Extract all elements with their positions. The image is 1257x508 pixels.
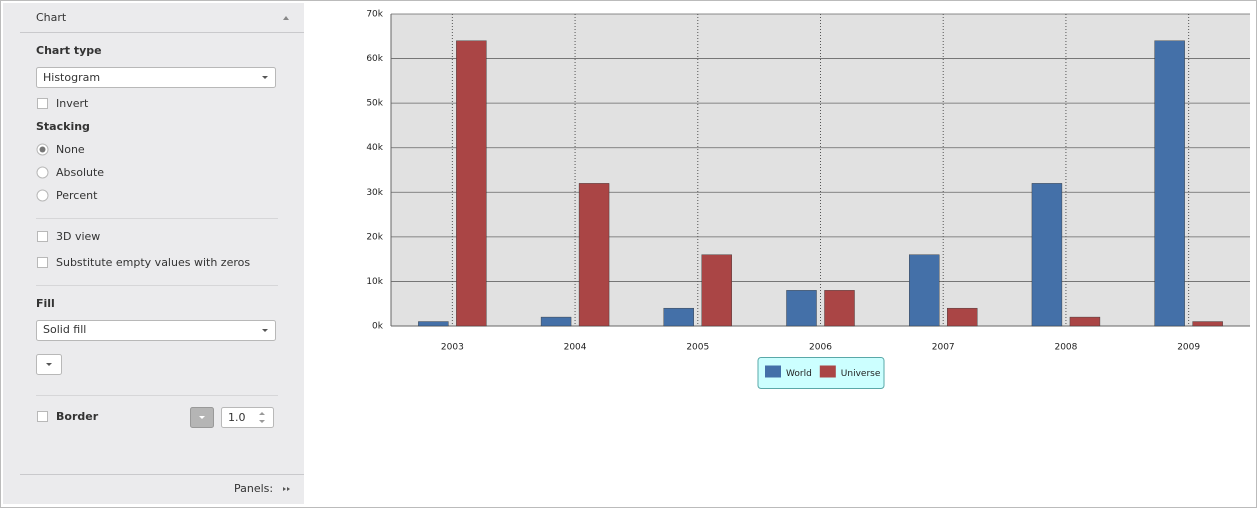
bar[interactable] [540, 316, 572, 327]
panels-toggle[interactable] [283, 487, 290, 491]
checkbox[interactable] [37, 411, 48, 422]
collapse-icon[interactable] [283, 16, 289, 20]
radio-label: Percent [56, 189, 98, 202]
y-tick-label: 70k [366, 10, 383, 20]
radio-label: Absolute [56, 166, 104, 179]
spin-value: 1.0 [228, 411, 246, 424]
label: Chart type [36, 44, 102, 57]
radio[interactable] [36, 189, 49, 202]
y-tick-label: 60k [366, 54, 383, 64]
checkbox[interactable] [37, 231, 48, 242]
bar[interactable] [824, 290, 855, 327]
y-tick-label: 20k [366, 232, 383, 242]
radio[interactable] [36, 166, 49, 179]
bar[interactable] [1154, 40, 1185, 327]
arrow [262, 76, 268, 79]
bar[interactable] [1031, 183, 1063, 327]
bar[interactable] [1069, 316, 1101, 327]
checkbox-label: Substitute empty values with zeros [56, 256, 250, 269]
spin-box[interactable] [221, 407, 274, 428]
select-value: Solid fill [43, 323, 86, 336]
y-tick-label: 0k [372, 322, 384, 332]
bar[interactable] [1192, 321, 1223, 327]
x-tick-label: 2009 [1177, 343, 1200, 353]
checkbox[interactable] [37, 98, 48, 109]
x-tick-label: 2005 [686, 343, 709, 353]
legend-label[interactable]: World [786, 369, 812, 379]
bar[interactable] [663, 307, 694, 327]
arrow [262, 329, 268, 332]
arrow [199, 416, 205, 419]
bar[interactable] [909, 254, 940, 327]
x-tick-label: 2006 [809, 343, 832, 353]
arrow [46, 363, 52, 366]
bar[interactable] [578, 183, 610, 327]
select[interactable] [36, 67, 276, 88]
x-tick-label: 2003 [441, 343, 464, 353]
radio-label: None [56, 143, 85, 156]
select-value: Histogram [43, 71, 100, 84]
y-tick-label: 10k [366, 277, 383, 287]
label: Fill [36, 297, 55, 310]
checkbox-label: Invert [56, 97, 89, 110]
y-tick-label: 50k [366, 99, 383, 109]
y-tick-label: 30k [366, 188, 383, 198]
bar[interactable] [786, 290, 817, 327]
bar[interactable] [456, 40, 487, 327]
legend-label[interactable]: Universe [841, 369, 881, 379]
chart: 0k 10k 20k 30k 40k 50k 60k 70k 2003 2004 2005 2006 2… [366, 10, 1250, 389]
select[interactable] [36, 320, 276, 341]
panels-label: Panels: [234, 482, 273, 495]
bar[interactable] [947, 307, 978, 327]
spin-arrows [259, 412, 265, 423]
x-tick-label: 2004 [564, 343, 587, 353]
y-tick-label: 40k [366, 143, 383, 153]
x-tick-label: 2008 [1054, 343, 1077, 353]
label: Stacking [36, 120, 90, 133]
panel-header[interactable]: Chart [36, 11, 67, 24]
checkbox[interactable] [37, 257, 48, 268]
legend-swatch[interactable] [765, 365, 781, 378]
checkbox-label: Border [56, 410, 99, 423]
bar[interactable] [701, 254, 732, 327]
radio-dot [39, 146, 46, 153]
legend-swatch[interactable] [819, 365, 836, 378]
x-tick-label: 2007 [932, 343, 955, 353]
bar[interactable] [418, 321, 449, 327]
checkbox-label: 3D view [56, 230, 100, 243]
